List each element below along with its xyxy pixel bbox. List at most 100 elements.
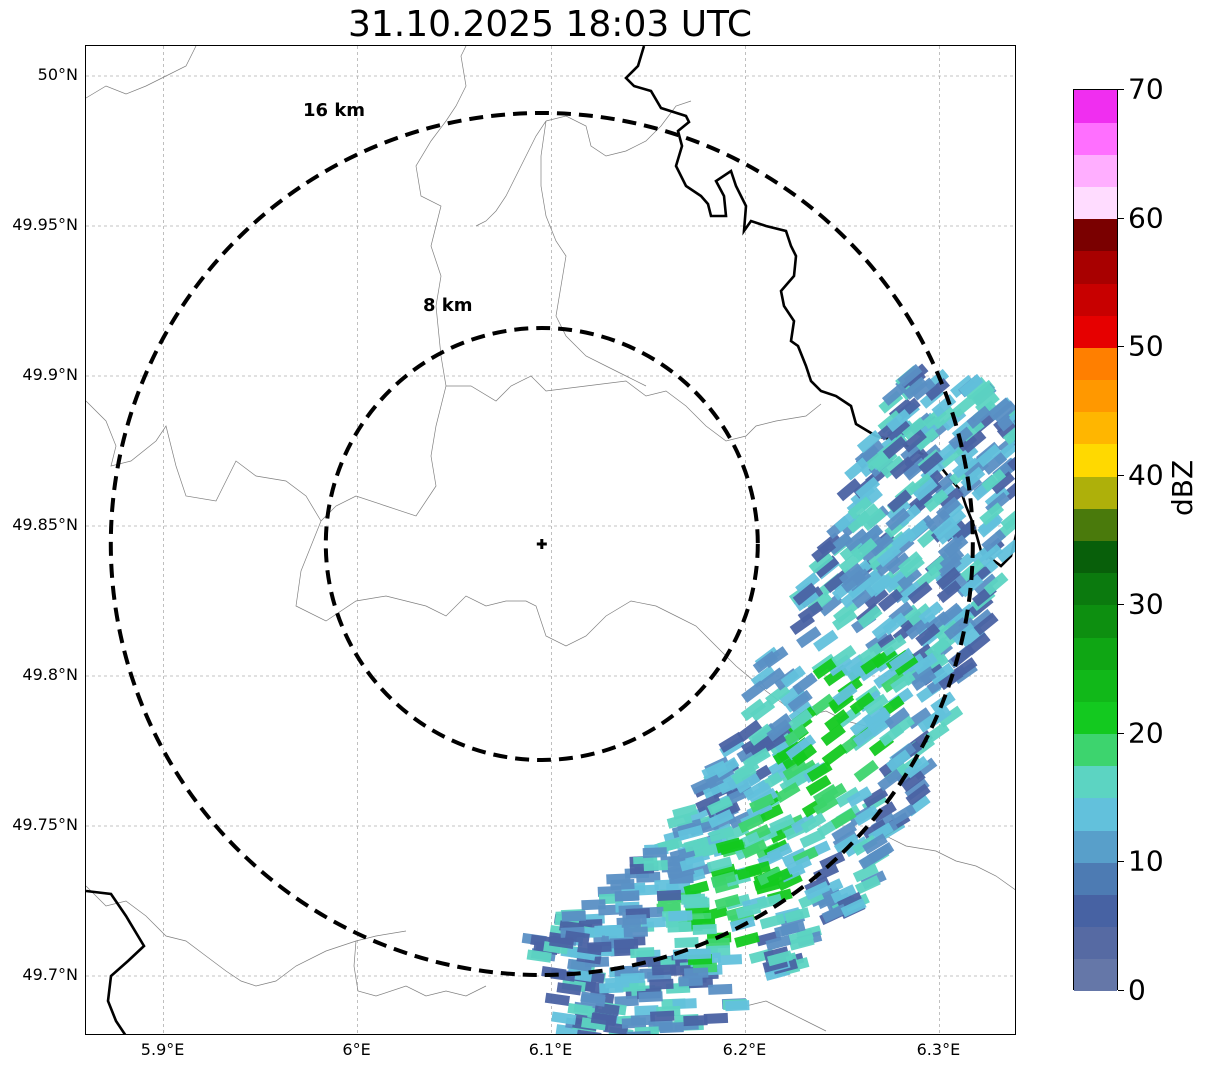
colorbar-tick-label: 40 (1128, 458, 1164, 492)
echo-cell (862, 786, 889, 808)
echo-cell (703, 1012, 729, 1024)
echo-cell (903, 376, 928, 400)
echo-cell (683, 836, 710, 853)
colorbar-segment (1074, 508, 1117, 541)
echo-cell (858, 524, 884, 548)
echo-cell (666, 812, 693, 829)
echo-cell (766, 719, 792, 742)
echo-cell (564, 930, 590, 944)
echo-cell (846, 786, 873, 808)
echo-cell (808, 550, 834, 574)
echo-cell (708, 983, 733, 995)
echo-cell (731, 763, 757, 785)
echo-cell (881, 670, 907, 693)
colorbar-segment (1074, 797, 1117, 831)
echo-cell (690, 775, 717, 795)
echo-cell (752, 650, 778, 674)
echo-cell (981, 529, 1007, 553)
echo-cell (836, 478, 862, 502)
echo-cell (880, 455, 906, 479)
echo-cell (833, 833, 860, 855)
echo-cell (581, 899, 606, 911)
echo-cell (865, 574, 891, 598)
colorbar-tick-label: 0 (1128, 973, 1146, 1007)
echo-cell (787, 689, 813, 713)
echo-cell (1002, 421, 1015, 445)
echo-cell (853, 759, 879, 783)
echo-cell (929, 662, 955, 685)
country-border (86, 889, 146, 1034)
colorbar-segment (1074, 218, 1117, 252)
echo-cell (838, 562, 864, 586)
echo-cell (905, 783, 931, 806)
radar-map[interactable] (85, 45, 1016, 1035)
echo-cell (868, 533, 894, 557)
echo-cell (634, 884, 659, 896)
colorbar-tick (1118, 603, 1124, 605)
echo-cell (885, 749, 912, 772)
echo-cell (875, 552, 901, 576)
echo-cell (551, 1011, 577, 1025)
echo-cell (889, 715, 915, 738)
echo-cell (858, 848, 885, 870)
echo-cell (680, 893, 706, 905)
echo-cell (860, 652, 886, 675)
echo-cell (620, 972, 645, 984)
echo-cell (908, 473, 934, 497)
colorbar-tick (1118, 861, 1124, 863)
echo-cell (812, 657, 839, 680)
echo-cell (597, 924, 623, 936)
echo-cell (992, 400, 1015, 424)
echo-cell (936, 521, 961, 545)
echo-cell (677, 824, 704, 841)
echo-cell (833, 600, 858, 624)
echo-cell (897, 580, 923, 604)
echo-cell (820, 723, 846, 747)
echo-cell (766, 842, 793, 862)
lon-tick-label: 6.1°E (528, 1040, 573, 1059)
colorbar-segment (1074, 379, 1117, 413)
echo-cell (973, 612, 999, 636)
echo-cell (590, 1012, 616, 1027)
echo-cell (638, 991, 663, 1003)
echo-cell (814, 555, 840, 579)
echo-cell (987, 397, 1013, 421)
echo-cell (883, 570, 909, 594)
echo-cell (887, 420, 912, 444)
range-rings (108, 111, 975, 977)
echo-cell (800, 812, 827, 834)
echo-cell (938, 444, 964, 468)
echo-cell (995, 539, 1015, 563)
colorbar-segment (1074, 347, 1117, 381)
echo-cell (765, 683, 791, 707)
lon-tick-label: 5.9°E (140, 1040, 185, 1059)
echo-cell (749, 793, 776, 813)
colorbar-tick-label: 60 (1128, 201, 1164, 235)
colorbar-segment (1074, 122, 1117, 155)
radar-center-marker (536, 539, 547, 549)
echo-cell (743, 779, 769, 801)
echo-cell (587, 941, 612, 953)
echo-cell (740, 698, 766, 722)
colorbar-tick (1118, 475, 1124, 477)
echo-cell (641, 916, 666, 928)
colorbar-tick (1118, 990, 1124, 991)
echo-cell (642, 847, 668, 859)
echo-cell (855, 503, 881, 527)
echo-cell (899, 555, 925, 579)
colorbar-tick-label: 20 (1128, 716, 1164, 750)
echo-cell (614, 995, 639, 1007)
echo-cell (918, 601, 944, 625)
echo-cell (760, 731, 787, 753)
echo-cell (791, 743, 818, 767)
echo-cell (904, 755, 930, 779)
echo-cell (852, 863, 879, 883)
echo-cell (785, 737, 811, 761)
echo-cell (853, 804, 880, 826)
inner-ring-label: 8 km (423, 295, 473, 316)
echo-cell (767, 950, 793, 967)
lon-tick-label: 6°E (342, 1040, 371, 1059)
echo-cell (937, 705, 964, 728)
echo-cell (567, 1002, 593, 1017)
echo-cell (973, 573, 999, 597)
